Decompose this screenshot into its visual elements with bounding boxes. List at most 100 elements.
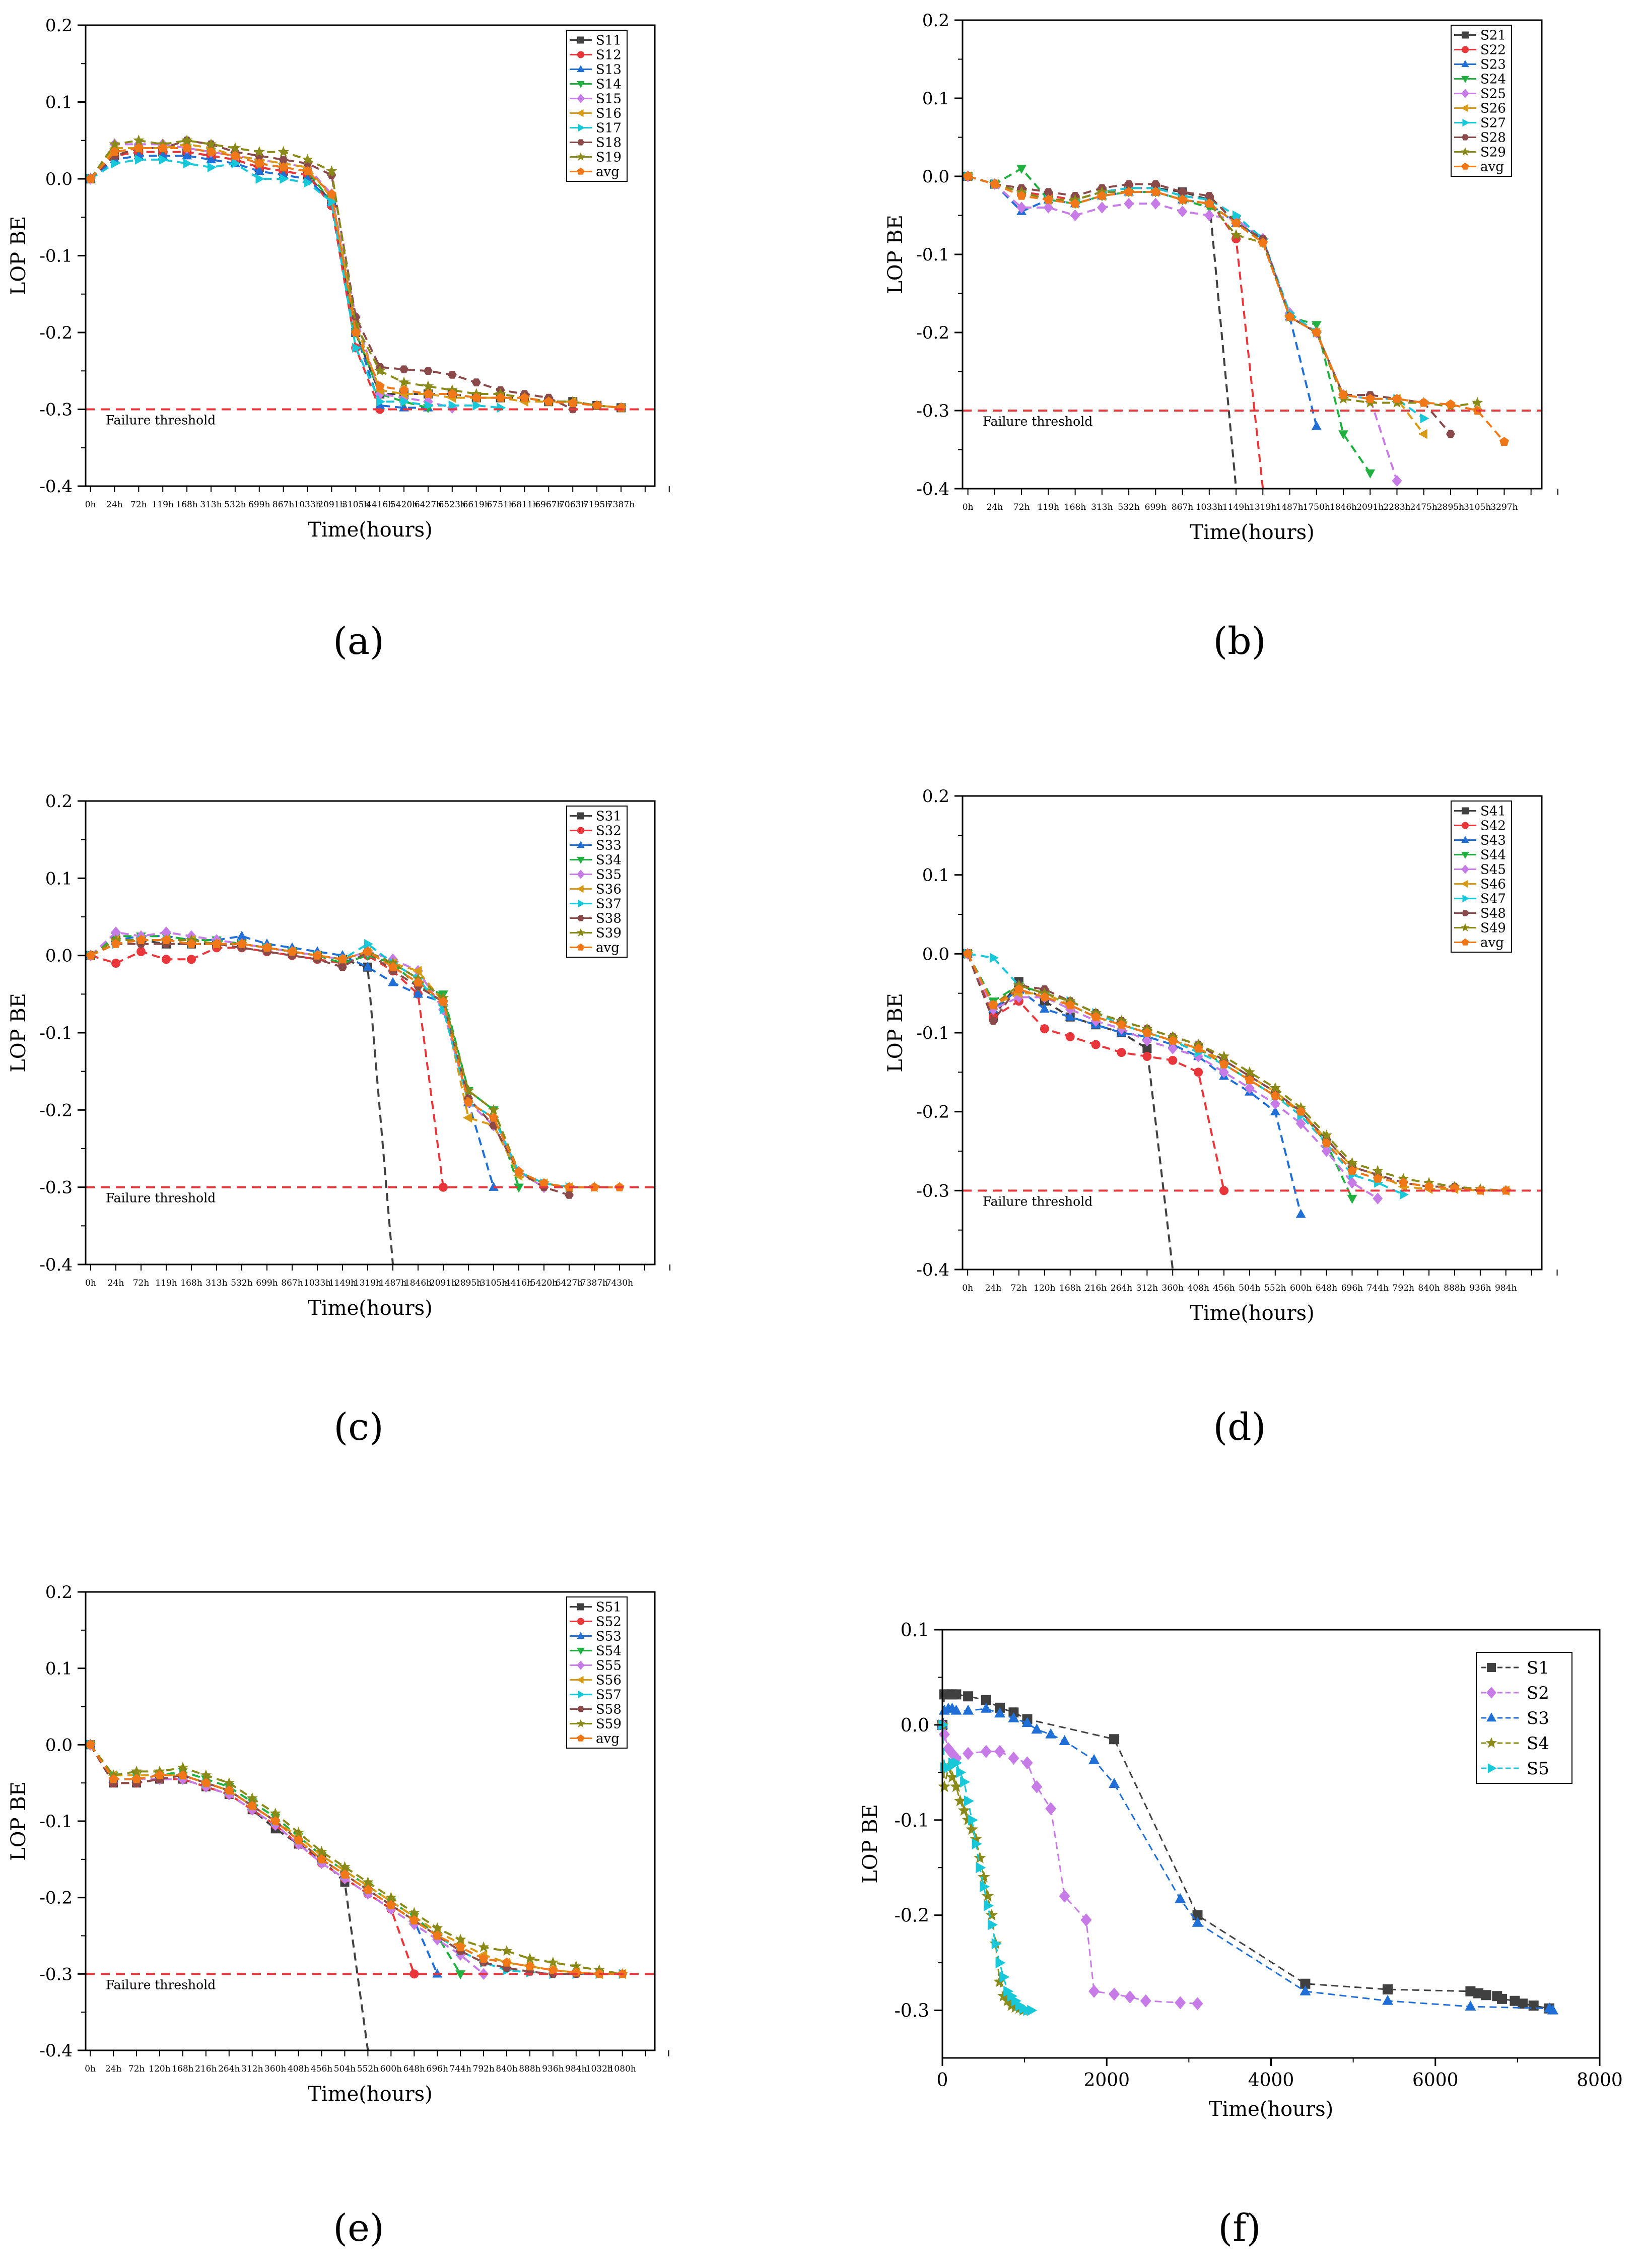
data-point-S17 xyxy=(280,174,289,184)
data-point-S5 xyxy=(999,1971,1010,1983)
data-point-S5 xyxy=(1027,2005,1038,2016)
x-tick-label: 840h xyxy=(1418,1283,1440,1293)
data-point-avg xyxy=(1419,397,1429,407)
y-tick-label: -0.2 xyxy=(895,1906,929,1926)
data-point-S35 xyxy=(161,926,171,939)
data-point-S2 xyxy=(1008,1752,1019,1765)
data-point-S2 xyxy=(946,1747,958,1760)
data-point-avg xyxy=(471,392,482,402)
y-tick-label: 0.0 xyxy=(45,169,73,189)
data-point-S3 xyxy=(994,1707,1005,1718)
x-tick-label: 168h xyxy=(180,1278,202,1288)
data-point-S3 xyxy=(1059,1735,1070,1745)
legend-label-S39: S39 xyxy=(596,926,622,941)
series-S38 xyxy=(86,940,574,1199)
data-point-S59 xyxy=(362,1876,374,1887)
chart-panel-e: Failure threshold -0.4 -0.3 -0.2 -0.1 0.0 0.1 0… xyxy=(0,1552,822,2268)
x-tick-label: 119h xyxy=(155,1278,177,1288)
data-point-S59 xyxy=(432,1922,443,1933)
y-tick-label: 0.1 xyxy=(45,1659,73,1679)
x-axis-title: Time(hours) xyxy=(1209,2098,1334,2121)
legend-label-S2: S2 xyxy=(1527,1683,1549,1703)
data-point-S18 xyxy=(471,378,481,386)
data-point-S59 xyxy=(200,1769,212,1780)
x-tick-label: 0h xyxy=(963,502,974,512)
x-tick-label: 1846h xyxy=(1330,502,1357,512)
x-axis-title: Time(hours) xyxy=(308,2083,433,2106)
chart-c-svg: Failure threshold -0.4 -0.3 -0.2 -0.1 0.0 0.1 0… xyxy=(7,791,670,1320)
series-S11 xyxy=(86,147,626,413)
data-point-avg xyxy=(201,1778,211,1787)
series-line-S3 xyxy=(941,1708,1553,2011)
data-point-avg xyxy=(230,151,240,160)
x-tick-label: 744h xyxy=(449,2064,471,2074)
x-tick-label: 7387h xyxy=(607,500,635,510)
data-point-avg xyxy=(86,174,95,183)
legend-marker xyxy=(1462,31,1469,39)
series-line-S39 xyxy=(90,939,594,1188)
data-point-S59 xyxy=(177,1762,189,1773)
data-point-avg xyxy=(136,935,146,944)
data-point-avg xyxy=(270,1816,281,1825)
data-point-avg xyxy=(1070,198,1080,208)
data-point-S17 xyxy=(135,155,145,165)
x-tick-label: 408h xyxy=(288,2064,309,2074)
data-point-S45 xyxy=(1295,1117,1306,1129)
legend-marker xyxy=(1462,134,1469,141)
data-point-S3 xyxy=(1008,1712,1019,1722)
data-point-S1 xyxy=(951,1689,962,1700)
data-point-avg xyxy=(496,392,505,402)
x-tick-label: 744h xyxy=(1367,1283,1389,1293)
legend-marker xyxy=(1462,118,1470,127)
data-point-S59 xyxy=(130,1765,143,1776)
series-line-S38 xyxy=(90,943,570,1196)
data-point-S5 xyxy=(952,1757,963,1769)
x-tick-label: 24h xyxy=(987,502,1003,512)
x-tick-label: 120h xyxy=(149,2064,170,2074)
legend-marker xyxy=(1462,894,1470,903)
data-point-avg xyxy=(1124,187,1134,196)
data-point-avg xyxy=(1365,393,1375,403)
legend-label-avg: avg xyxy=(596,165,620,180)
y-tick-label: 0.0 xyxy=(901,1715,929,1736)
x-tick-label: 648h xyxy=(403,2064,425,2074)
legend-marker xyxy=(578,123,585,132)
legend-label-S29: S29 xyxy=(1480,145,1506,160)
data-point-S18 xyxy=(423,367,433,375)
data-point-S3 xyxy=(1109,1778,1120,1788)
x-tick-label: 867h xyxy=(1172,502,1193,512)
x-tick-label: 1080h xyxy=(609,2064,636,2074)
data-point-S33 xyxy=(237,930,247,940)
series-line-S25 xyxy=(968,175,1398,482)
data-point-avg xyxy=(161,935,171,944)
data-point-S24 xyxy=(1016,165,1026,174)
x-tick-label: 72h xyxy=(130,500,147,510)
x-tick-label: 2091h xyxy=(318,500,345,510)
chart-panel-d: Failure threshold -0.4 -0.3 -0.2 -0.1 0.0 0.1 0… xyxy=(822,776,1643,1531)
data-point-S19 xyxy=(133,135,145,146)
y-tick-label: -0.4 xyxy=(39,2041,73,2061)
data-point-S42 xyxy=(1040,1024,1049,1034)
series-line-S37 xyxy=(90,939,570,1188)
data-point-avg xyxy=(463,1097,473,1106)
legend-marker xyxy=(1461,938,1469,946)
x-tick-label: 2475h xyxy=(1410,502,1437,512)
series-S18 xyxy=(86,137,578,414)
data-point-S13 xyxy=(182,150,192,160)
legend-label-S27: S27 xyxy=(1480,116,1506,131)
series-line-S1 xyxy=(941,1693,1550,2010)
legend-label-S14: S14 xyxy=(596,77,622,92)
data-point-S27 xyxy=(1232,210,1242,221)
x-tick-label: 2091h xyxy=(430,1278,457,1288)
series-S21 xyxy=(963,172,1238,489)
data-point-S59 xyxy=(408,1907,420,1918)
series-line-S22 xyxy=(968,175,1264,489)
data-point-avg xyxy=(108,1774,118,1783)
data-point-avg xyxy=(1285,312,1294,321)
y-tick-label: -0.3 xyxy=(916,401,949,421)
y-tick-label: -0.1 xyxy=(916,245,949,265)
x-tick-label: 6427h xyxy=(556,1278,583,1288)
series-S5 xyxy=(938,1719,1038,2016)
data-point-avg xyxy=(363,947,373,956)
